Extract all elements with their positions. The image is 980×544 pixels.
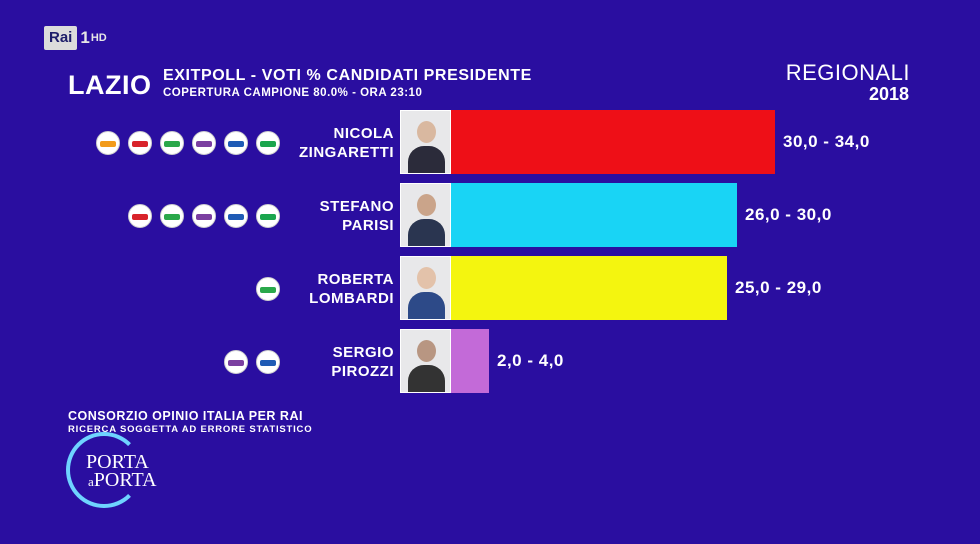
candidate-row: NICOLA ZINGARETTI 30,0 - 34,0 [0, 110, 980, 176]
photo-head [417, 340, 436, 362]
bar-value-label: 30,0 - 34,0 [783, 132, 870, 151]
candidate-name: NICOLA ZINGARETTI [299, 124, 394, 162]
poll-disclaimer: RICERCA SOGGETTA AD ERRORE STATISTICO [68, 424, 313, 435]
porta-a-porta-logo: PORTA aPORTA [62, 428, 172, 518]
rai-logo: Rai [44, 26, 78, 50]
candidate-first-name: ROBERTA [317, 271, 394, 288]
party-logos [96, 110, 280, 176]
party-logos [224, 329, 280, 395]
candidate-name: STEFANO PARISI [320, 197, 394, 235]
hd-badge: HD [90, 32, 107, 44]
candidate-bar [451, 183, 737, 247]
candidate-row: ROBERTA LOMBARDI 25,0 - 29,0 [0, 256, 980, 322]
candidate-name: ROBERTA LOMBARDI [309, 270, 394, 308]
party-logo-icon [256, 204, 280, 228]
photo-body [408, 292, 445, 319]
photo-body [408, 219, 445, 246]
rai1-hd-logo: Rai 1 HD [44, 26, 107, 50]
party-logo-icon [96, 131, 120, 155]
candidate-last-name: ZINGARETTI [299, 144, 394, 161]
candidate-name: SERGIO PIROZZI [331, 343, 394, 381]
chart-subtitle: COPERTURA CAMPIONE 80.0% - ORA 23:10 [163, 87, 423, 99]
candidate-last-name: LOMBARDI [309, 290, 394, 307]
candidate-first-name: STEFANO [319, 198, 394, 215]
logo-line-1: PORTA [86, 451, 149, 473]
candidate-photo [400, 183, 451, 247]
party-logo-icon [224, 204, 248, 228]
chart-title: EXITPOLL - VOTI % CANDIDATI PRESIDENTE [163, 67, 532, 84]
party-logo-icon [192, 204, 216, 228]
party-logo-icon [128, 204, 152, 228]
photo-body [408, 365, 445, 392]
bar-value-label: 26,0 - 30,0 [745, 205, 832, 224]
photo-head [417, 121, 436, 143]
candidate-row: SERGIO PIROZZI 2,0 - 4,0 [0, 329, 980, 395]
party-logo-icon [256, 277, 280, 301]
election-label: REGIONALI [785, 60, 910, 85]
logo-ring [66, 432, 142, 508]
candidate-last-name: PIROZZI [331, 363, 394, 380]
photo-head [417, 267, 436, 289]
party-logos [128, 183, 280, 249]
candidate-bar [451, 256, 727, 320]
party-logo-icon [224, 131, 248, 155]
poll-source: CONSORZIO OPINIO ITALIA PER RAI [68, 409, 303, 423]
party-logo-icon [192, 131, 216, 155]
candidate-first-name: NICOLA [333, 125, 394, 142]
photo-head [417, 194, 436, 216]
logo-line-3: PORTA [93, 469, 157, 491]
candidate-bar [451, 110, 775, 174]
candidate-first-name: SERGIO [332, 344, 394, 361]
candidate-photo [400, 110, 451, 174]
photo-body [408, 146, 445, 173]
candidate-photo [400, 329, 451, 393]
party-logos [256, 256, 280, 322]
candidate-last-name: PARISI [342, 217, 394, 234]
bar-value-label: 25,0 - 29,0 [735, 278, 822, 297]
election-year: 2018 [868, 84, 909, 104]
candidate-photo [400, 256, 451, 320]
logo-line-2: a [88, 474, 94, 489]
region-title: LAZIO [68, 70, 152, 100]
party-logo-icon [128, 131, 152, 155]
candidate-bar [451, 329, 489, 393]
candidate-row: STEFANO PARISI 26,0 - 30,0 [0, 183, 980, 249]
party-logo-icon [256, 350, 280, 374]
party-logo-icon [256, 131, 280, 155]
party-logo-icon [160, 204, 184, 228]
party-logo-icon [160, 131, 184, 155]
party-logo-icon [224, 350, 248, 374]
bar-value-label: 2,0 - 4,0 [497, 351, 564, 370]
channel-number: 1 [80, 28, 90, 47]
logo-text: PORTA aPORTA [86, 451, 157, 491]
